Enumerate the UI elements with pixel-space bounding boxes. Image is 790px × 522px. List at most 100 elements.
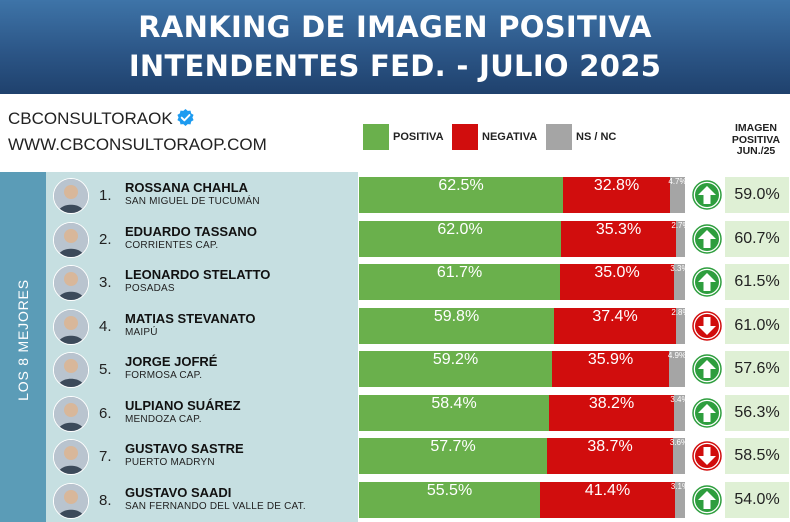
person-city: SAN FERNANDO DEL VALLE DE CAT. (125, 501, 306, 512)
legend-swatch-negative (452, 124, 478, 150)
bar-label-negative: 38.7% (587, 438, 633, 455)
brand-account: CBCONSULTORAOK (8, 108, 195, 129)
bar-positive (359, 177, 563, 213)
june-cell (725, 177, 789, 213)
bar-ns-nc (675, 482, 685, 518)
bar-label-positive: 58.4% (431, 395, 477, 412)
bar-ns-nc (670, 177, 685, 213)
person-city: FORMOSA CAP. (125, 370, 203, 381)
person-city: POSADAS (125, 283, 175, 294)
trend-down-arrow-icon (692, 311, 722, 341)
june-value: 58.5% (734, 447, 780, 464)
bar-ns-nc (674, 395, 685, 431)
person-icon (54, 266, 88, 300)
bar-negative (549, 395, 674, 431)
avatar (53, 483, 89, 519)
bar-positive (359, 221, 561, 257)
bar-ns-nc (673, 438, 685, 474)
rank-number: 4. (99, 318, 112, 335)
june-value: 56.3% (734, 404, 780, 421)
person-name: EDUARDO TASSANO (125, 224, 257, 239)
june-cell (725, 221, 789, 257)
person-icon (54, 179, 88, 213)
rank-number: 6. (99, 405, 112, 422)
bar-positive (359, 482, 540, 518)
bar-label-negative: 32.8% (593, 177, 640, 194)
person-icon (54, 310, 88, 344)
june-cell (725, 438, 789, 474)
person-name: LEONARDO STELATTO (125, 267, 271, 282)
bar-positive (359, 438, 547, 474)
rank-number: 8. (99, 492, 112, 509)
bar-label-positive: 55.5% (426, 482, 473, 499)
bar-label-ns-nc: 2.8% (671, 308, 690, 317)
legend-label-negative: NEGATIVA (482, 131, 538, 143)
bar-positive (359, 395, 549, 431)
person-icon (54, 223, 88, 257)
rank-number: 5. (99, 361, 112, 378)
avatar (53, 265, 89, 301)
person-name: MATIAS STEVANATO (125, 311, 256, 326)
trend-up-arrow-icon (692, 180, 722, 210)
june-header-line-1: IMAGEN (735, 122, 777, 134)
bar-label-ns-nc: 2.7% (671, 221, 690, 230)
bar-label-negative: 35.9% (587, 351, 634, 368)
bar-label-positive: 61.7% (436, 264, 483, 281)
person-icon (54, 484, 88, 518)
june-value: 60.7% (734, 230, 780, 247)
bar-label-positive: 59.8% (433, 308, 480, 325)
june-value: 61.5% (734, 273, 780, 290)
person-icon (54, 397, 88, 431)
bar-positive (359, 264, 560, 300)
bar-positive (359, 308, 554, 344)
bar-negative (554, 308, 676, 344)
brand-account-name: CBCONSULTORAOK (8, 109, 173, 128)
bar-ns-nc (676, 308, 685, 344)
title-banner: RANKING DE IMAGEN POSITIVA INTENDENTES F… (0, 0, 790, 94)
title-line-1: RANKING DE IMAGEN POSITIVA (138, 10, 652, 44)
person-city: CORRIENTES CAP. (125, 240, 219, 251)
trend-up-arrow-icon (692, 354, 722, 384)
bar-negative (560, 264, 674, 300)
june-value: 61.0% (734, 317, 780, 334)
bar-ns-nc (669, 351, 685, 387)
bar-label-negative: 38.2% (588, 395, 635, 412)
avatar (53, 309, 89, 345)
june-column-header: IMAGEN POSITIVA JUN./25 (723, 122, 789, 158)
trend-up-arrow-icon (692, 398, 722, 428)
avatar (53, 178, 89, 214)
legend-swatch-positive (363, 124, 389, 150)
bar-label-ns-nc: 3.3% (670, 264, 689, 273)
trend-up-arrow-icon (692, 224, 722, 254)
bar-label-negative: 37.4% (592, 308, 638, 325)
title-line-2: INTENDENTES FED. - JULIO 2025 (128, 49, 662, 83)
legend-swatch-ns-nc (546, 124, 572, 150)
june-value: 59.0% (734, 186, 780, 203)
person-name: GUSTAVO SAADI (125, 485, 232, 500)
bar-label-ns-nc: 3.4% (670, 395, 689, 404)
trend-up-arrow-icon (692, 267, 722, 297)
rank-number: 3. (99, 274, 112, 291)
june-value: 57.6% (734, 360, 780, 377)
bar-negative (561, 221, 676, 257)
person-icon (54, 440, 88, 474)
person-name: JORGE JOFRÉ (125, 354, 218, 369)
person-city: SAN MIGUEL DE TUCUMÁN (125, 196, 260, 207)
avatar (53, 222, 89, 258)
legend-label-ns-nc: NS / NC (576, 131, 617, 143)
june-cell (725, 395, 789, 431)
bar-label-negative: 35.3% (595, 221, 642, 238)
bar-negative (547, 438, 673, 474)
bar-negative (540, 482, 675, 518)
bar-label-negative: 41.4% (584, 482, 631, 499)
bar-positive (359, 351, 552, 387)
rank-number: 2. (99, 231, 112, 248)
rank-number: 1. (99, 187, 112, 204)
person-icon (54, 353, 88, 387)
bar-label-positive: 59.2% (432, 351, 479, 368)
person-name: GUSTAVO SASTRE (125, 441, 244, 456)
bar-label-positive: 62.0% (437, 221, 483, 238)
june-cell (725, 351, 789, 387)
person-city: MENDOZA CAP. (125, 414, 202, 425)
brand-website: WWW.CBCONSULTORAOP.COM (8, 135, 267, 154)
